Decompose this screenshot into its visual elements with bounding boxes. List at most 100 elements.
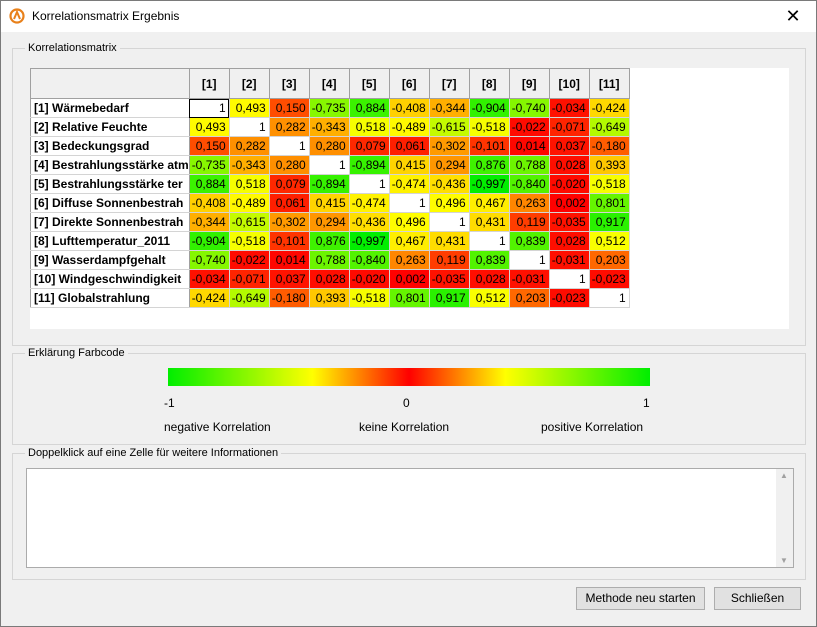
matrix-cell[interactable]: -0,424	[189, 288, 230, 308]
matrix-cell[interactable]: 0,431	[429, 231, 470, 251]
matrix-cell[interactable]: -0,840	[349, 250, 390, 270]
matrix-cell[interactable]: 1	[229, 117, 270, 137]
matrix-cell[interactable]: 1	[549, 269, 590, 289]
matrix-cell[interactable]: 0,884	[349, 98, 390, 118]
matrix-column-header[interactable]: [11]	[589, 68, 630, 99]
matrix-cell[interactable]: -0,408	[389, 98, 430, 118]
matrix-cell[interactable]: 0,014	[509, 136, 550, 156]
matrix-cell[interactable]: -0,904	[469, 98, 510, 118]
matrix-cell[interactable]: 0,493	[189, 117, 230, 137]
matrix-cell[interactable]: -0,518	[589, 174, 630, 194]
matrix-cell[interactable]: -0,894	[309, 174, 350, 194]
matrix-cell[interactable]: 0,788	[509, 155, 550, 175]
matrix-cell[interactable]: 1	[269, 136, 310, 156]
matrix-cell[interactable]: 0,496	[389, 212, 430, 232]
matrix-cell[interactable]: -0,740	[189, 250, 230, 270]
scroll-up-icon[interactable]: ▲	[780, 471, 788, 480]
matrix-cell[interactable]: 0,876	[309, 231, 350, 251]
matrix-cell[interactable]: 0,037	[269, 269, 310, 289]
matrix-cell[interactable]: -0,020	[549, 174, 590, 194]
matrix-cell[interactable]: 0,294	[429, 155, 470, 175]
matrix-cell[interactable]: 0,150	[189, 136, 230, 156]
matrix-cell[interactable]: 0,496	[429, 193, 470, 213]
matrix-cell[interactable]: 0,079	[269, 174, 310, 194]
matrix-column-header[interactable]: [7]	[429, 68, 470, 99]
matrix-cell[interactable]: 0,917	[589, 212, 630, 232]
matrix-cell[interactable]: 0,917	[429, 288, 470, 308]
matrix-cell[interactable]: -0,740	[509, 98, 550, 118]
matrix-cell[interactable]: -0,997	[349, 231, 390, 251]
close-button[interactable]: Schließen	[714, 587, 801, 610]
matrix-cell[interactable]: 0,028	[549, 231, 590, 251]
matrix-cell[interactable]: 1	[429, 212, 470, 232]
matrix-cell[interactable]: -0,023	[549, 288, 590, 308]
matrix-cell[interactable]: 0,801	[389, 288, 430, 308]
matrix-cell[interactable]: 1	[389, 193, 430, 213]
matrix-cell[interactable]: -0,022	[229, 250, 270, 270]
matrix-cell[interactable]: 0,512	[469, 288, 510, 308]
matrix-row-header[interactable]: [7] Direkte Sonnenbestrah	[30, 212, 190, 232]
matrix-cell[interactable]: 0,002	[389, 269, 430, 289]
matrix-row-header[interactable]: [1] Wärmebedarf	[30, 98, 190, 118]
matrix-cell[interactable]: 0,061	[389, 136, 430, 156]
matrix-column-header[interactable]: [9]	[509, 68, 550, 99]
matrix-cell[interactable]: -0,302	[429, 136, 470, 156]
matrix-cell[interactable]: 0,079	[349, 136, 390, 156]
matrix-cell[interactable]: -0,023	[589, 269, 630, 289]
matrix-cell[interactable]: -0,408	[189, 193, 230, 213]
matrix-cell[interactable]: -0,489	[389, 117, 430, 137]
matrix-cell[interactable]: -0,034	[549, 98, 590, 118]
matrix-cell[interactable]: 0,393	[589, 155, 630, 175]
matrix-cell[interactable]: 0,431	[469, 212, 510, 232]
matrix-cell[interactable]: 1	[509, 250, 550, 270]
matrix-column-header[interactable]: [2]	[229, 68, 270, 99]
matrix-cell[interactable]: 0,393	[309, 288, 350, 308]
matrix-cell[interactable]: 0,150	[269, 98, 310, 118]
matrix-cell[interactable]: 0,263	[389, 250, 430, 270]
matrix-cell[interactable]: 0,028	[309, 269, 350, 289]
matrix-cell[interactable]: 1	[309, 155, 350, 175]
matrix-cell[interactable]: 0,518	[229, 174, 270, 194]
matrix-cell[interactable]: -0,101	[469, 136, 510, 156]
matrix-cell[interactable]: 0,061	[269, 193, 310, 213]
matrix-cell[interactable]: 0,119	[429, 250, 470, 270]
matrix-cell[interactable]: -0,022	[509, 117, 550, 137]
correlation-matrix-table[interactable]: [1] [2] [3] [4] [5] [6] [7] [8] [9] [10] [11] [1] …	[30, 68, 630, 308]
matrix-cell[interactable]: 0,839	[469, 250, 510, 270]
matrix-row-header[interactable]: [11] Globalstrahlung	[30, 288, 190, 308]
matrix-column-header[interactable]: [3]	[269, 68, 310, 99]
matrix-cell[interactable]: 0,119	[509, 212, 550, 232]
matrix-cell[interactable]: -0,615	[229, 212, 270, 232]
matrix-cell[interactable]: -0,344	[189, 212, 230, 232]
matrix-cell[interactable]: 0,415	[309, 193, 350, 213]
matrix-cell[interactable]: -0,997	[469, 174, 510, 194]
matrix-cell[interactable]: 1	[189, 98, 230, 118]
matrix-cell[interactable]: -0,518	[349, 288, 390, 308]
matrix-cell[interactable]: -0,615	[429, 117, 470, 137]
matrix-cell[interactable]: 0,493	[229, 98, 270, 118]
matrix-cell[interactable]: -0,489	[229, 193, 270, 213]
matrix-cell[interactable]: 0,788	[309, 250, 350, 270]
matrix-cell[interactable]: -0,071	[229, 269, 270, 289]
matrix-cell[interactable]: 0,280	[269, 155, 310, 175]
matrix-cell[interactable]: 0,014	[269, 250, 310, 270]
matrix-cell[interactable]: 0,282	[229, 136, 270, 156]
matrix-cell[interactable]: 1	[589, 288, 630, 308]
matrix-cell[interactable]: -0,436	[429, 174, 470, 194]
matrix-cell[interactable]: -0,343	[309, 117, 350, 137]
matrix-row-header[interactable]: [4] Bestrahlungsstärke atm	[30, 155, 190, 175]
matrix-cell[interactable]: 0,263	[509, 193, 550, 213]
matrix-cell[interactable]: -0,035	[549, 212, 590, 232]
matrix-column-header[interactable]: [10]	[549, 68, 590, 99]
matrix-row-header[interactable]: [2] Relative Feuchte	[30, 117, 190, 137]
matrix-row-header[interactable]: [3] Bedeckungsgrad	[30, 136, 190, 156]
matrix-cell[interactable]: -0,031	[509, 269, 550, 289]
info-scrollbar[interactable]: ▲ ▼	[776, 469, 793, 567]
matrix-cell[interactable]: -0,649	[229, 288, 270, 308]
matrix-cell[interactable]: 0,002	[549, 193, 590, 213]
matrix-cell[interactable]: 0,839	[509, 231, 550, 251]
scroll-down-icon[interactable]: ▼	[780, 556, 788, 565]
matrix-row-header[interactable]: [10] Windgeschwindigkeit	[30, 269, 190, 289]
matrix-cell[interactable]: -0,034	[189, 269, 230, 289]
matrix-cell[interactable]: 0,028	[469, 269, 510, 289]
